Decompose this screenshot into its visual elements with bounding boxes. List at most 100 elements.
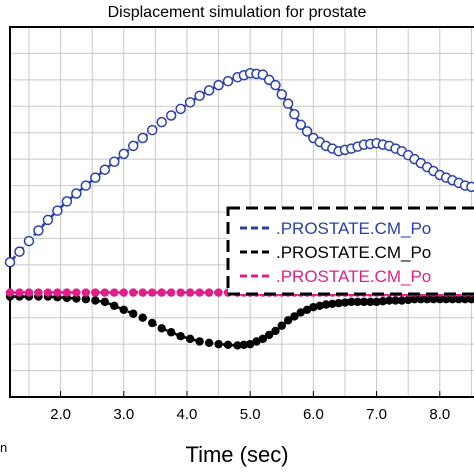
x-axis-unit-fragment: n — [0, 440, 7, 455]
data-point — [435, 295, 444, 304]
data-point — [203, 85, 215, 96]
x-tick-label: 4.0 — [177, 406, 198, 423]
data-point — [301, 126, 313, 137]
data-point — [296, 308, 305, 317]
data-point — [129, 288, 138, 297]
data-point — [23, 235, 35, 247]
data-point — [185, 334, 195, 344]
data-point — [276, 89, 288, 100]
data-point — [176, 288, 185, 297]
data-point — [34, 288, 43, 297]
x-tick-label: 3.0 — [113, 406, 134, 423]
legend-label: .PROSTATE.CM_Po — [276, 267, 431, 286]
data-point — [166, 328, 176, 337]
data-point — [214, 288, 223, 297]
data-point — [109, 156, 120, 168]
data-point — [372, 297, 381, 307]
legend-label: .PROSTATE.CM_Po — [276, 243, 431, 262]
data-point — [81, 295, 91, 304]
x-tick-label: 8.0 — [429, 406, 450, 423]
data-point — [222, 75, 234, 87]
data-point — [454, 295, 463, 304]
data-point — [119, 305, 128, 314]
data-point — [264, 330, 274, 340]
data-point — [391, 296, 400, 305]
data-point — [100, 297, 110, 307]
data-point — [100, 288, 110, 297]
data-point — [80, 180, 92, 191]
data-point — [185, 288, 195, 297]
x-tick-label: 7.0 — [366, 406, 387, 423]
data-point — [195, 337, 204, 346]
data-point — [15, 288, 24, 297]
data-point — [43, 288, 53, 297]
data-point — [204, 338, 214, 348]
data-point — [61, 196, 73, 207]
data-point — [223, 340, 233, 350]
data-point — [24, 288, 34, 297]
data-point — [252, 337, 261, 346]
data-point — [138, 313, 147, 322]
data-point — [157, 288, 166, 297]
data-point — [71, 188, 82, 199]
data-point — [302, 305, 312, 314]
data-point — [403, 295, 413, 305]
data-point — [166, 288, 176, 297]
data-point — [416, 295, 426, 304]
data-point — [148, 288, 157, 297]
x-tick-labels: 2.0 3.0 4.0 5.0 6.0 7.0 8.0 — [50, 391, 450, 423]
data-point — [385, 296, 394, 305]
data-point — [359, 297, 369, 307]
data-point — [14, 246, 25, 257]
data-point — [146, 124, 158, 136]
data-point — [315, 301, 324, 311]
data-point — [239, 340, 249, 350]
data-point — [467, 295, 474, 304]
data-point — [334, 298, 343, 308]
data-point — [204, 288, 214, 297]
data-point — [289, 108, 300, 120]
data-point — [99, 164, 111, 175]
data-point — [258, 334, 268, 344]
data-point — [137, 132, 148, 144]
data-point — [165, 110, 177, 121]
data-point — [245, 339, 255, 349]
data-point — [429, 295, 438, 304]
plot-area — [9, 26, 474, 398]
data-point — [194, 90, 205, 101]
legend-label: .PROSTATE.CM_Po — [276, 219, 431, 238]
data-point — [175, 103, 186, 115]
data-point — [270, 79, 281, 91]
data-point — [466, 181, 474, 193]
data-point — [213, 79, 224, 91]
data-point — [340, 298, 350, 307]
data-point — [328, 299, 337, 309]
data-point — [33, 225, 44, 236]
data-point — [52, 205, 63, 216]
data-point — [282, 98, 294, 109]
data-point — [366, 297, 375, 307]
data-point — [4, 256, 16, 268]
data-point — [119, 288, 128, 297]
series-line — [10, 295, 474, 347]
data-point — [156, 116, 167, 128]
data-point — [195, 288, 204, 297]
data-point — [148, 318, 157, 328]
series-1 — [4, 68, 474, 268]
data-point — [271, 326, 280, 336]
legend: .PROSTATE.CM_Po .PROSTATE.CM_Po .PROSTATE.… — [226, 206, 474, 296]
data-point — [5, 288, 15, 297]
data-point — [110, 301, 119, 311]
data-point — [129, 309, 138, 318]
data-point — [118, 148, 130, 160]
x-tick-label: 2.0 — [50, 406, 71, 423]
series-2 — [5, 292, 474, 350]
data-point — [91, 288, 100, 297]
data-point — [397, 296, 407, 305]
data-point — [448, 295, 457, 304]
data-point — [410, 295, 419, 304]
data-point — [309, 302, 318, 312]
chart-title: Displacement simulation for prostate — [108, 4, 367, 21]
data-point — [283, 316, 293, 325]
data-point — [290, 312, 299, 321]
